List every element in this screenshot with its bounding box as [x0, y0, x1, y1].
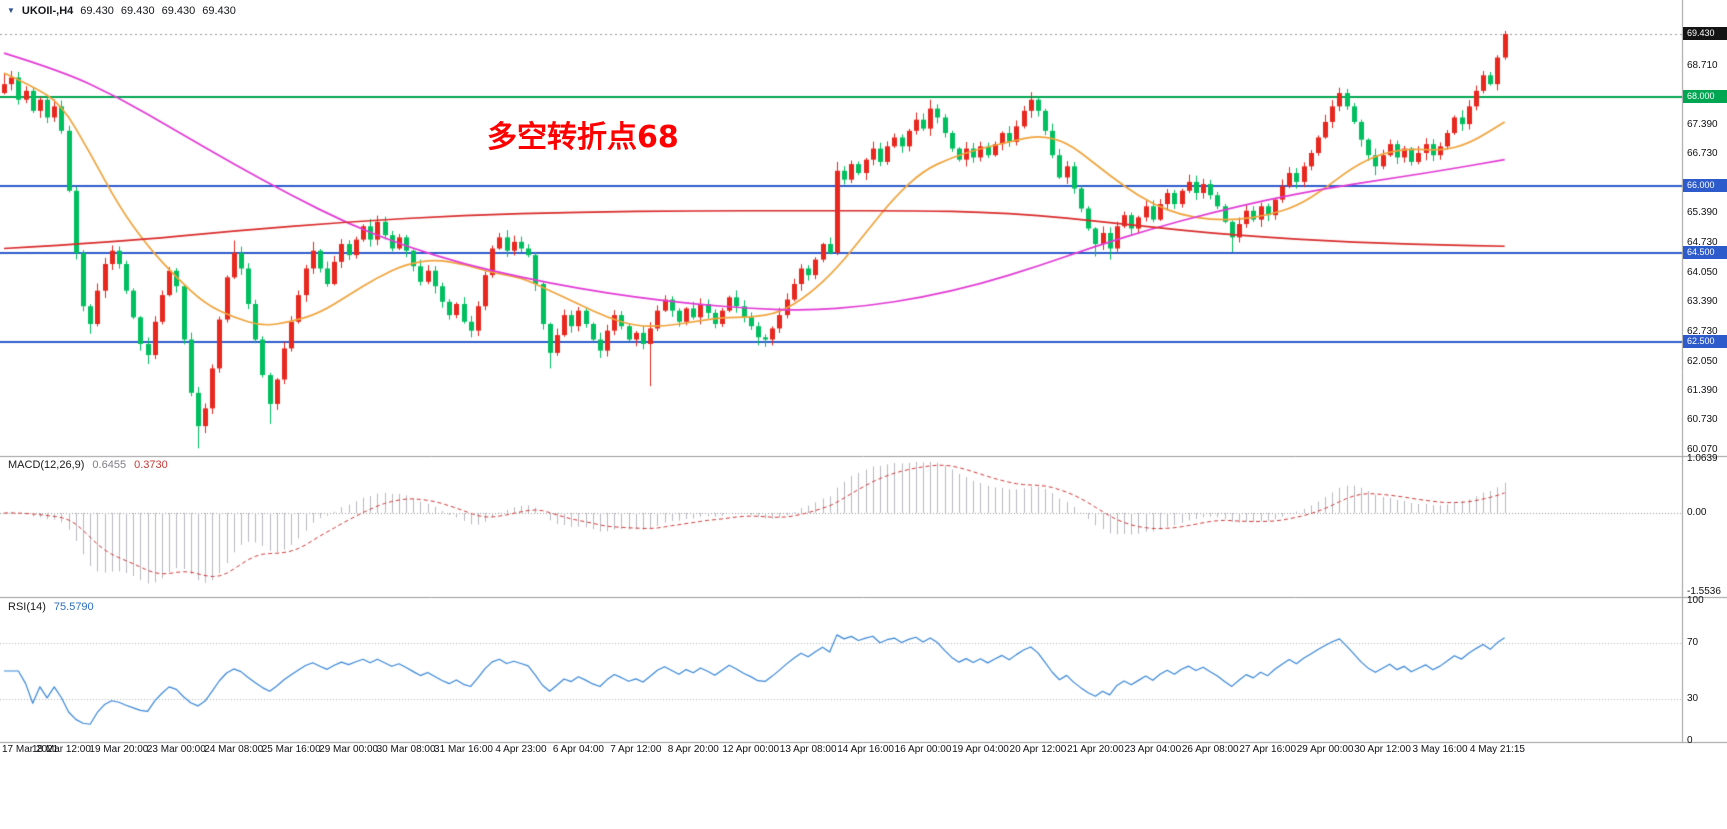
ohlc-high-value: 69.430 — [120, 5, 155, 17]
ohlc-low-value: 69.430 — [161, 5, 196, 17]
macd-indicator-label: MACD(12,26,9) 0.6455 0.3730 — [8, 459, 168, 471]
macd-main-value: 0.6455 — [92, 459, 127, 471]
rsi-name: RSI(14) — [8, 601, 46, 613]
symbol-ohlc-header: ▼ UKOIl-,H4 69.430 69.430 69.430 69.430 — [7, 4, 236, 18]
macd-name: MACD(12,26,9) — [8, 459, 85, 471]
rsi-value: 75.5790 — [53, 601, 94, 613]
macd-signal-value: 0.3730 — [134, 459, 168, 471]
ohlc-open-value: 69.430 — [80, 5, 114, 17]
ohlc-close-value: 69.430 — [202, 5, 236, 17]
rsi-indicator-label: RSI(14) 75.5790 — [8, 601, 94, 613]
symbol-dropdown-icon[interactable]: ▼ — [7, 6, 15, 15]
chart-annotation: 多空转折点68 — [487, 120, 679, 155]
symbol-timeframe-label: UKOIl-,H4 — [21, 5, 74, 17]
